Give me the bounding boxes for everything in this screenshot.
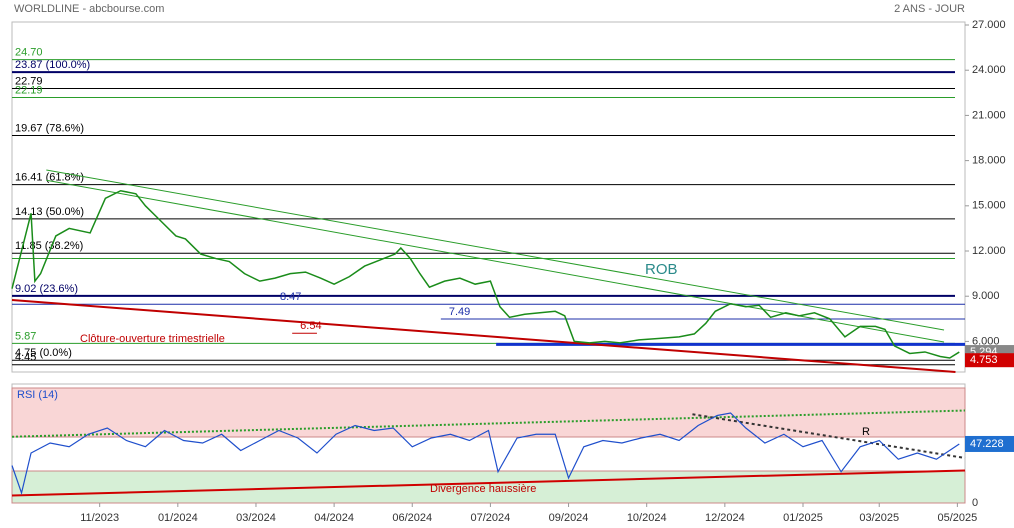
chart-subtitle: 2 ANS - JOUR (894, 3, 965, 15)
y-tick-label: 18.000 (972, 155, 1006, 167)
y-tick-label: 21.000 (972, 109, 1006, 121)
level-label: 9.02 (23.6%) (15, 283, 78, 295)
rsi-title: RSI (14) (17, 389, 58, 401)
price-frame (11, 21, 966, 373)
x-tick-label: 11/2023 (80, 512, 119, 524)
x-tick-label: 10/2024 (627, 512, 667, 524)
x-tick-label: 03/2025 (859, 512, 899, 524)
annotation: Divergence haussière (430, 483, 536, 495)
level-label: 22.19 (15, 84, 43, 96)
annotation: R (862, 426, 870, 438)
level-label: 11.85 (38.2%) (15, 240, 83, 252)
segment-label: 8.47 (280, 291, 301, 303)
level-label: 14.13 (50.0%) (15, 206, 84, 218)
x-tick-label: 04/2024 (314, 512, 354, 524)
level-label: 19.67 (78.6%) (15, 122, 84, 134)
x-tick-label: 03/2024 (236, 512, 276, 524)
level-label: 5.87 (15, 330, 36, 342)
x-tick-label: 07/2024 (471, 512, 511, 524)
trendline (46, 179, 945, 343)
trendline (11, 298, 956, 373)
y-tick-label: 6.000 (972, 335, 1000, 347)
level-label: 4.75 (0.0%) (15, 347, 72, 359)
y-tick-label: 12.000 (972, 245, 1006, 257)
rsi-band (11, 470, 966, 504)
annotation: ROB (645, 261, 678, 278)
x-tick-label: 01/2025 (783, 512, 823, 524)
rsi-last-label: 47.228 (970, 438, 1004, 450)
level-label: 24.70 (15, 47, 43, 59)
x-tick-label: 06/2024 (392, 512, 432, 524)
x-tick-label: 01/2024 (158, 512, 198, 524)
rsi-trendline (11, 469, 966, 497)
rsi-line (11, 412, 960, 496)
rsi-tick-label: 0 (972, 497, 978, 509)
chart-title: WORLDLINE - abcbourse.com (14, 3, 164, 15)
x-tick-label: 09/2024 (549, 512, 589, 524)
rsi-badge (965, 435, 1014, 452)
last-value-label: 4.753 (970, 354, 998, 366)
trendline (46, 169, 945, 331)
annotation: Clôture-ouverture trimestrielle (80, 333, 225, 345)
level-label: 23.87 (100.0%) (15, 59, 90, 71)
x-tick-label: 12/2024 (705, 512, 745, 524)
rsi-trendline (11, 409, 966, 438)
price-line (11, 189, 960, 359)
y-tick-label: 27.000 (972, 19, 1006, 31)
x-tick-label: 05/2025 (937, 512, 977, 524)
level-label: 22.79 (15, 75, 43, 87)
level-label: 4.45 (15, 352, 36, 364)
rsi-band (11, 387, 966, 438)
last-value-badge (965, 353, 1014, 368)
segment-label: 7.49 (449, 306, 470, 318)
y-tick-label: 24.000 (972, 64, 1006, 76)
y-tick-label: 9.000 (972, 290, 1000, 302)
y-tick-label: 15.000 (972, 200, 1006, 212)
level-label: 16.41 (61.8%) (15, 171, 84, 183)
rsi-trendline (692, 413, 966, 459)
